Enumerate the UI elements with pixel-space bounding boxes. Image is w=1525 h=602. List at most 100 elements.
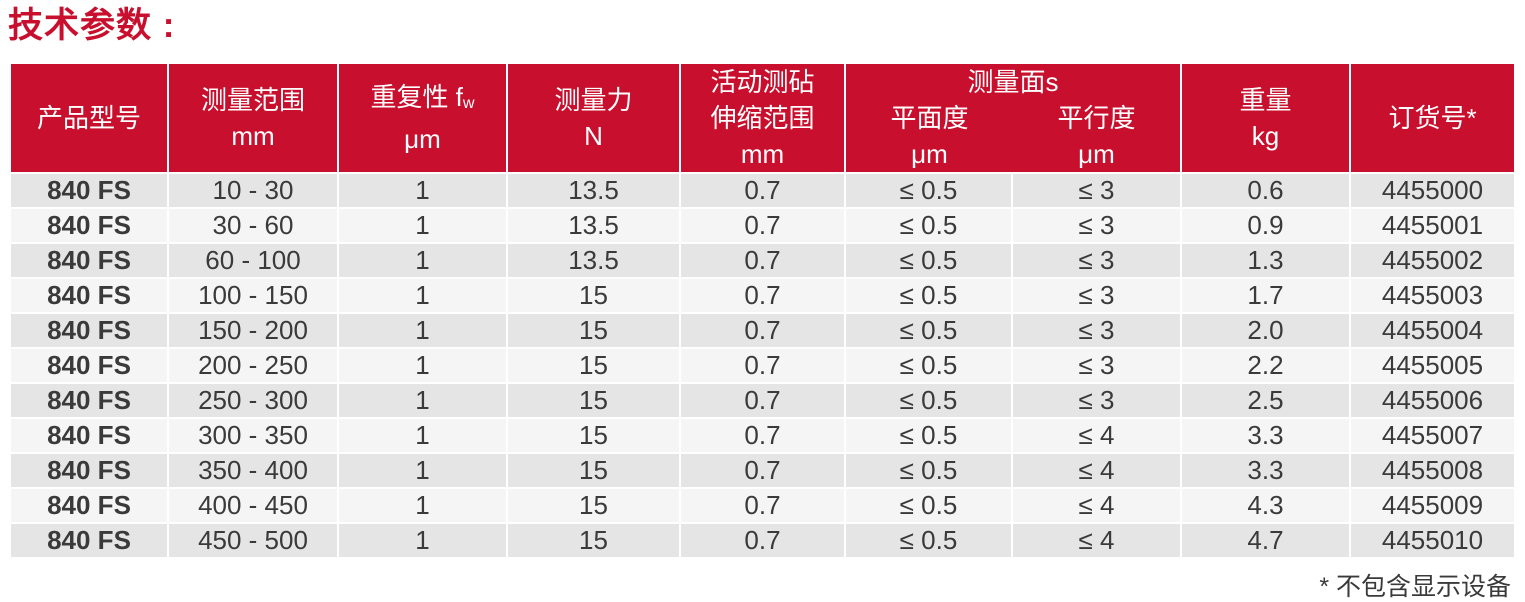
cell-product-model: 840 FS [11, 349, 167, 382]
cell-measuring-force: 13.5 [508, 174, 679, 207]
table-row: 840 FS 30 - 60 1 13.5 0.7 ≤ 0.5 ≤ 3 0.9 … [11, 209, 1514, 242]
cell-anvil-travel: 0.7 [681, 279, 844, 312]
cell-weight: 2.2 [1182, 349, 1349, 382]
cell-anvil-travel: 0.7 [681, 384, 844, 417]
header-product-model: 产品型号 [11, 64, 167, 172]
header-repeatability-label: 重复性 fw [339, 79, 506, 121]
cell-flatness: ≤ 0.5 [846, 384, 1011, 417]
cell-measuring-range: 450 - 500 [169, 524, 337, 557]
cell-measuring-force: 15 [508, 384, 679, 417]
cell-flatness: ≤ 0.5 [846, 349, 1011, 382]
cell-order-no: 4455007 [1351, 419, 1514, 452]
header-repeatability: 重复性 fw μm [339, 64, 506, 172]
header-anvil-travel-label2: 伸缩范围 [710, 103, 815, 133]
cell-measuring-force: 15 [508, 454, 679, 487]
cell-measuring-force: 15 [508, 419, 679, 452]
cell-anvil-travel: 0.7 [681, 454, 844, 487]
cell-flatness: ≤ 0.5 [846, 314, 1011, 347]
cell-anvil-travel: 0.7 [681, 314, 844, 347]
cell-order-no: 4455010 [1351, 524, 1514, 557]
cell-repeatability: 1 [339, 244, 506, 277]
cell-parallelism: ≤ 3 [1013, 349, 1180, 382]
cell-weight: 1.3 [1182, 244, 1349, 277]
header-repeatability-subscript: w [462, 93, 475, 112]
cell-product-model: 840 FS [11, 384, 167, 417]
cell-measuring-range: 250 - 300 [169, 384, 337, 417]
cell-measuring-range: 350 - 400 [169, 454, 337, 487]
cell-parallelism: ≤ 4 [1013, 489, 1180, 522]
table-row: 840 FS 450 - 500 1 15 0.7 ≤ 0.5 ≤ 4 4.7 … [11, 524, 1514, 557]
cell-parallelism: ≤ 4 [1013, 419, 1180, 452]
header-measuring-range-label: 测量范围 [200, 85, 305, 115]
cell-measuring-range: 400 - 450 [169, 489, 337, 522]
cell-anvil-travel: 0.7 [681, 524, 844, 557]
cell-measuring-force: 15 [508, 314, 679, 347]
header-order-no-label: 订货号* [1388, 103, 1477, 133]
header-measuring-force-label: 测量力 [554, 85, 633, 115]
table-row: 840 FS 300 - 350 1 15 0.7 ≤ 0.5 ≤ 4 3.3 … [11, 419, 1514, 452]
cell-measuring-range: 200 - 250 [169, 349, 337, 382]
footnote: * 不包含显示设备 [1319, 573, 1511, 601]
cell-parallelism: ≤ 3 [1013, 279, 1180, 312]
cell-order-no: 4455005 [1351, 349, 1514, 382]
cell-weight: 4.7 [1182, 524, 1349, 557]
cell-parallelism: ≤ 3 [1013, 209, 1180, 242]
cell-order-no: 4455000 [1351, 174, 1514, 207]
page-title: 技术参数 : [8, 6, 176, 45]
cell-repeatability: 1 [339, 174, 506, 207]
cell-measuring-range: 150 - 200 [169, 314, 337, 347]
cell-flatness: ≤ 0.5 [846, 174, 1011, 207]
cell-repeatability: 1 [339, 384, 506, 417]
cell-order-no: 4455006 [1351, 384, 1514, 417]
cell-weight: 4.3 [1182, 489, 1349, 522]
cell-flatness: ≤ 0.5 [846, 454, 1011, 487]
cell-order-no: 4455002 [1351, 244, 1514, 277]
cell-repeatability: 1 [339, 419, 506, 452]
cell-parallelism: ≤ 3 [1013, 384, 1180, 417]
cell-product-model: 840 FS [11, 419, 167, 452]
spec-table-container: 产品型号 测量范围 mm 重复性 fw μm 测量力 N [9, 62, 1516, 559]
cell-measuring-range: 60 - 100 [169, 244, 337, 277]
cell-measuring-range: 30 - 60 [169, 209, 337, 242]
cell-weight: 1.7 [1182, 279, 1349, 312]
cell-product-model: 840 FS [11, 174, 167, 207]
cell-order-no: 4455003 [1351, 279, 1514, 312]
cell-repeatability: 1 [339, 489, 506, 522]
header-parallelism-label: 平行度 [1057, 103, 1136, 133]
cell-measuring-force: 13.5 [508, 244, 679, 277]
header-measuring-faces-units: μm μm [846, 136, 1180, 172]
cell-order-no: 4455004 [1351, 314, 1514, 347]
cell-measuring-force: 15 [508, 524, 679, 557]
cell-product-model: 840 FS [11, 279, 167, 312]
table-row: 840 FS 400 - 450 1 15 0.7 ≤ 0.5 ≤ 4 4.3 … [11, 489, 1514, 522]
cell-product-model: 840 FS [11, 524, 167, 557]
header-weight: 重量 kg [1182, 64, 1349, 172]
cell-order-no: 4455009 [1351, 489, 1514, 522]
cell-repeatability: 1 [339, 454, 506, 487]
cell-anvil-travel: 0.7 [681, 209, 844, 242]
cell-repeatability: 1 [339, 349, 506, 382]
cell-anvil-travel: 0.7 [681, 349, 844, 382]
cell-flatness: ≤ 0.5 [846, 244, 1011, 277]
cell-repeatability: 1 [339, 279, 506, 312]
header-measuring-faces-label: 测量面s [967, 67, 1059, 97]
cell-repeatability: 1 [339, 314, 506, 347]
table-row: 840 FS 350 - 400 1 15 0.7 ≤ 0.5 ≤ 4 3.3 … [11, 454, 1514, 487]
cell-measuring-force: 15 [508, 489, 679, 522]
cell-flatness: ≤ 0.5 [846, 279, 1011, 312]
header-flatness-unit: μm [911, 139, 948, 169]
cell-parallelism: ≤ 4 [1013, 454, 1180, 487]
cell-flatness: ≤ 0.5 [846, 524, 1011, 557]
header-measuring-force-unit: N [584, 121, 603, 151]
cell-flatness: ≤ 0.5 [846, 419, 1011, 452]
cell-weight: 3.3 [1182, 454, 1349, 487]
cell-flatness: ≤ 0.5 [846, 209, 1011, 242]
cell-order-no: 4455008 [1351, 454, 1514, 487]
cell-weight: 0.6 [1182, 174, 1349, 207]
header-repeatability-prefix: 重复性 f [370, 82, 463, 113]
table-header: 产品型号 测量范围 mm 重复性 fw μm 测量力 N [11, 64, 1514, 172]
header-anvil-travel: 活动测砧 伸缩范围 mm [681, 64, 844, 172]
header-measuring-force: 测量力 N [508, 64, 679, 172]
header-weight-label: 重量 [1239, 85, 1292, 115]
